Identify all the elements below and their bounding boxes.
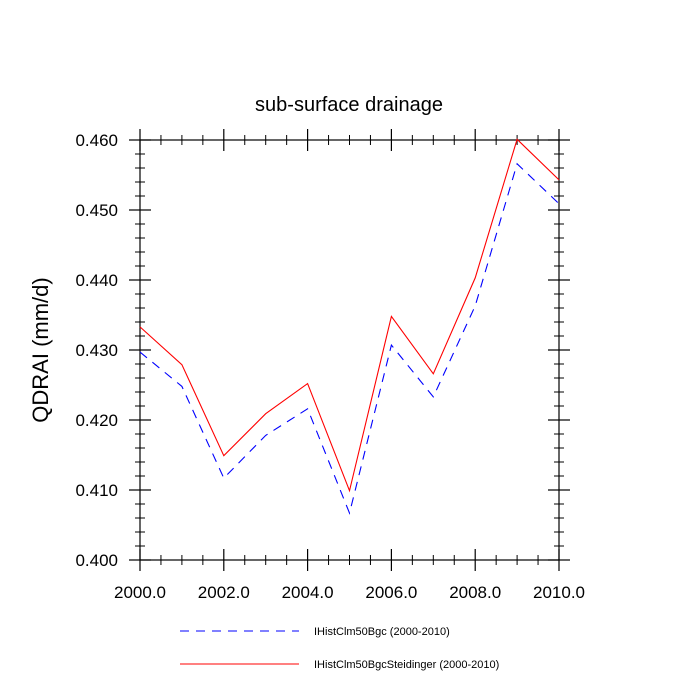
x-tick-label: 2010.0 xyxy=(533,583,585,602)
y-tick-label: 0.410 xyxy=(75,481,118,500)
legend: IHistClm50Bgc (2000-2010) IHistClm50BgcSt… xyxy=(180,626,499,671)
legend-label-2: IHistClm50BgcSteidinger (2000-2010) xyxy=(314,659,499,671)
legend-label-1: IHistClm50Bgc (2000-2010) xyxy=(314,626,450,638)
axis-ticks xyxy=(129,129,570,571)
series-line-2 xyxy=(139,138,560,493)
y-axis-label: QDRAI (mm/d) xyxy=(28,277,53,422)
axis-tick-labels: 2000.0 2002.0 2004.0 2006.0 2008.0 2010.0 0.40… xyxy=(75,131,585,602)
x-tick-label: 2002.0 xyxy=(198,583,250,602)
series-line-1 xyxy=(139,162,560,515)
plot-frame xyxy=(139,139,560,561)
x-tick-label: 2000.0 xyxy=(114,583,166,602)
x-tick-label: 2004.0 xyxy=(282,583,334,602)
x-tick-label: 2008.0 xyxy=(449,583,501,602)
y-tick-label: 0.460 xyxy=(75,131,118,150)
chart-title: sub-surface drainage xyxy=(255,94,443,116)
y-tick-label: 0.400 xyxy=(75,551,118,570)
y-tick-label: 0.440 xyxy=(75,271,118,290)
x-tick-label: 2006.0 xyxy=(365,583,417,602)
series-lines xyxy=(139,138,560,515)
y-tick-label: 0.430 xyxy=(75,341,118,360)
y-tick-label: 0.420 xyxy=(75,411,118,430)
y-tick-label: 0.450 xyxy=(75,201,118,220)
